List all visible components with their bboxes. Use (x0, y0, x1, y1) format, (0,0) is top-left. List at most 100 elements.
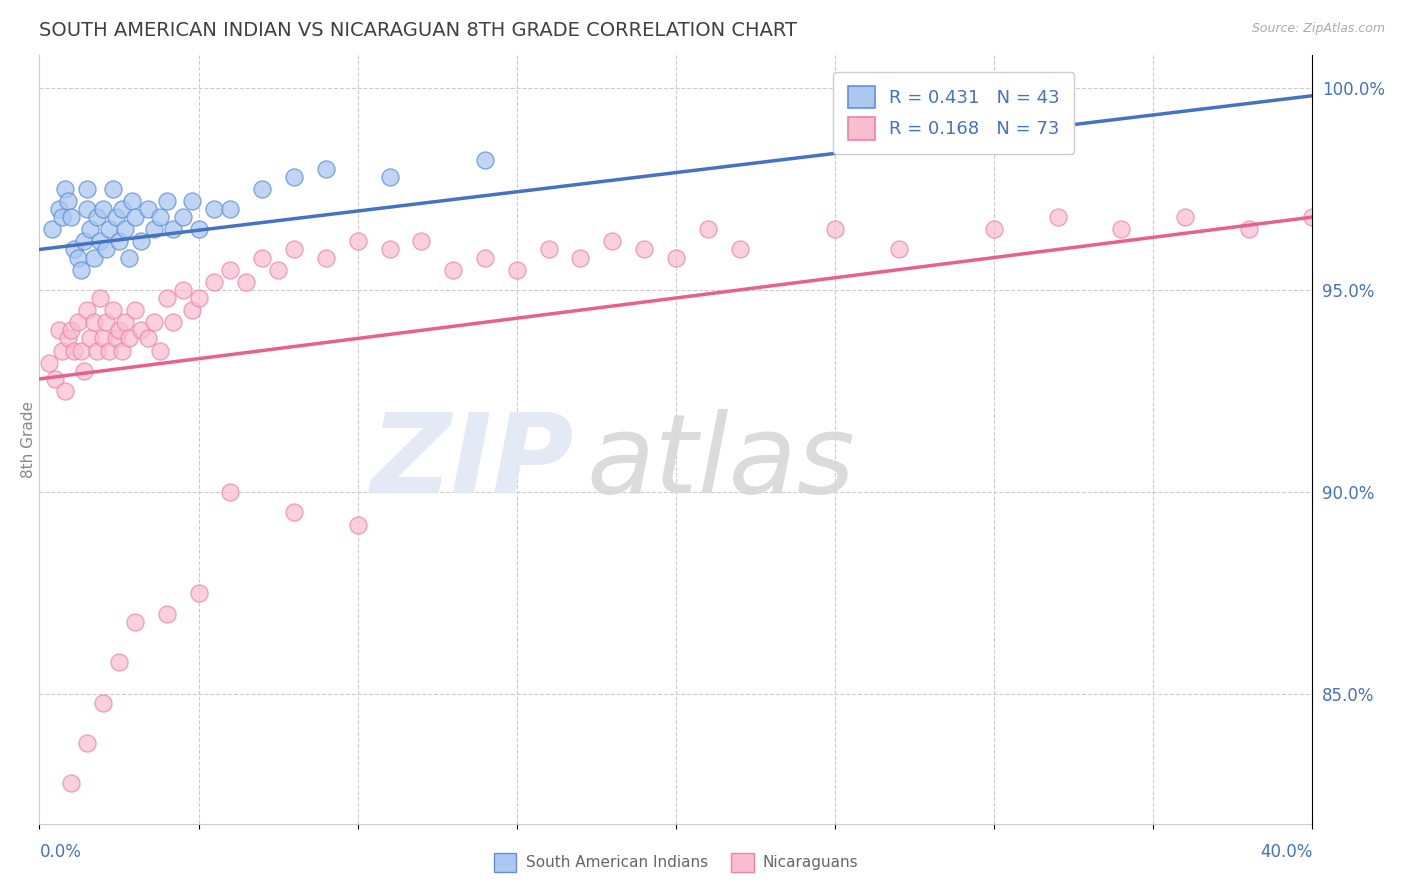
Point (117, 251, 139, 265)
Point (283, 505, 305, 519)
Point (60, 210, 83, 224)
Point (56, 194, 79, 208)
Point (235, 275, 257, 289)
Point (124, 210, 146, 224)
Point (89, 235, 111, 249)
Legend: South American Indians, Nicaraguans: South American Indians, Nicaraguans (488, 847, 865, 878)
Point (44, 372, 66, 386)
Point (124, 615, 146, 629)
Point (204, 275, 226, 289)
Point (267, 262, 290, 277)
Point (83, 315, 105, 329)
Point (53, 182, 76, 196)
Point (98, 343, 121, 358)
Point (696, 222, 718, 236)
Point (69, 262, 91, 277)
Point (1174, 210, 1197, 224)
Text: SOUTH AMERICAN INDIAN VS NICARAGUAN 8TH GRADE CORRELATION CHART: SOUTH AMERICAN INDIAN VS NICARAGUAN 8TH … (39, 21, 797, 40)
Point (219, 485, 242, 500)
Point (124, 303, 146, 318)
Text: atlas: atlas (586, 409, 855, 516)
Point (172, 210, 194, 224)
Point (219, 262, 242, 277)
Point (69, 343, 91, 358)
Point (156, 194, 179, 208)
Point (204, 202, 226, 216)
Point (824, 222, 846, 236)
Point (1237, 222, 1260, 236)
Point (1301, 210, 1323, 224)
Point (129, 323, 152, 337)
Point (569, 251, 592, 265)
Point (76, 736, 98, 750)
Point (411, 235, 433, 249)
Point (665, 251, 688, 265)
Point (60, 323, 83, 337)
Point (187, 291, 209, 305)
Point (633, 243, 655, 257)
Point (187, 222, 209, 236)
Point (378, 243, 401, 257)
Point (108, 323, 131, 337)
Point (104, 331, 127, 345)
Point (108, 655, 131, 669)
Point (117, 331, 139, 345)
Point (76, 303, 98, 318)
Text: 40.0%: 40.0% (1260, 843, 1312, 861)
Point (346, 235, 368, 249)
Point (79, 331, 101, 345)
Point (887, 243, 910, 257)
Text: 0.0%: 0.0% (39, 843, 82, 861)
Point (104, 210, 127, 224)
Point (149, 343, 172, 358)
Point (156, 291, 179, 305)
Point (48, 202, 70, 216)
Point (86, 210, 108, 224)
Point (506, 262, 529, 277)
Point (91, 202, 114, 216)
Point (315, 251, 337, 265)
Point (474, 153, 496, 168)
Point (252, 251, 274, 265)
Point (53, 384, 76, 398)
Point (98, 222, 121, 236)
Point (143, 222, 166, 236)
Point (73, 235, 96, 249)
Point (143, 315, 166, 329)
Point (91, 331, 114, 345)
Point (60, 776, 83, 790)
Point (89, 291, 111, 305)
Point (121, 194, 143, 208)
Point (378, 169, 401, 184)
Point (41, 222, 63, 236)
Point (149, 210, 172, 224)
Point (187, 586, 209, 600)
Point (181, 303, 204, 318)
Point (283, 169, 305, 184)
Point (83, 251, 105, 265)
Point (728, 243, 751, 257)
Point (111, 202, 134, 216)
Point (537, 243, 560, 257)
Point (114, 222, 136, 236)
Point (48, 323, 70, 337)
Point (156, 607, 179, 621)
Point (315, 161, 337, 176)
Point (86, 343, 108, 358)
Text: Source: ZipAtlas.com: Source: ZipAtlas.com (1251, 22, 1385, 36)
Point (129, 235, 152, 249)
Point (63, 343, 86, 358)
Point (983, 222, 1005, 236)
Point (51, 210, 73, 224)
Point (136, 331, 159, 345)
Point (66, 315, 89, 329)
Point (474, 251, 496, 265)
Point (162, 315, 184, 329)
Point (111, 343, 134, 358)
Y-axis label: 8th Grade: 8th Grade (21, 401, 35, 478)
Point (101, 182, 124, 196)
Point (96, 315, 118, 329)
Point (219, 202, 242, 216)
Point (101, 303, 124, 318)
Point (56, 331, 79, 345)
